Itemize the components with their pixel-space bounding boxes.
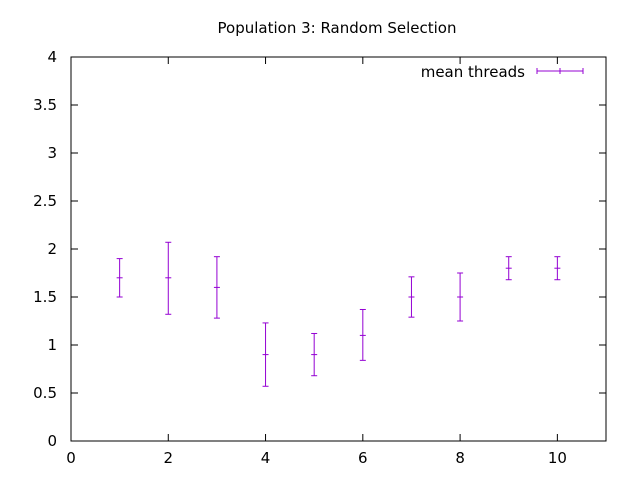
error-bar-point [165, 241, 172, 315]
y-tick-label: 4 [47, 48, 57, 66]
plot-frame [70, 56, 607, 442]
series-layer [116, 241, 561, 387]
error-bar-point [505, 256, 512, 281]
legend-sample [536, 68, 584, 74]
error-bar-point [408, 276, 415, 318]
chart-title: Population 3: Random Selection [218, 19, 457, 37]
x-tick-label: 10 [548, 449, 567, 467]
error-bar-point [457, 272, 464, 322]
y-tick-label: 0 [47, 432, 57, 450]
error-bar-point [213, 256, 220, 319]
legend-glyph [536, 68, 584, 74]
x-tick-label: 6 [358, 449, 368, 467]
y-tick-label: 3 [47, 144, 57, 162]
x-tick-label: 2 [163, 449, 173, 467]
legend: mean threads [421, 63, 584, 81]
error-bar-point [262, 322, 269, 387]
legend-label: mean threads [421, 63, 525, 81]
x-tick-label: 0 [66, 449, 76, 467]
axis-tick-labels: 0 2 4 6 8 10 0 0.5 1 1.5 2 2.5 3 3.5 4 [33, 48, 567, 467]
error-bar-point [359, 308, 366, 361]
y-tick-label: 3.5 [33, 96, 57, 114]
y-tick-label: 2.5 [33, 192, 57, 210]
x-tick-label: 4 [261, 449, 271, 467]
error-bar-point [554, 256, 561, 281]
y-tick-label: 2 [47, 240, 57, 258]
y-tick-label: 1.5 [33, 288, 57, 306]
error-bar-point [116, 258, 123, 298]
axis-ticks [70, 56, 606, 442]
error-bar-point [311, 332, 318, 377]
series-mean-threads [116, 241, 561, 387]
x-tick-label: 8 [455, 449, 465, 467]
y-tick-label: 1 [47, 336, 57, 354]
y-tick-label: 0.5 [33, 384, 57, 402]
